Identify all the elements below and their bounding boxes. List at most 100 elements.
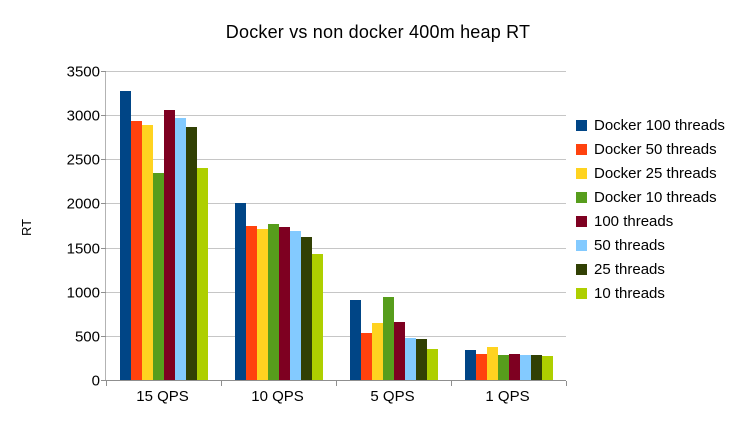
gridline	[106, 247, 566, 249]
y-tick-mark	[101, 71, 106, 72]
bar-series-2	[486, 347, 498, 381]
legend-color-swatch	[576, 144, 587, 155]
legend-label: Docker 50 threads	[594, 141, 717, 158]
bar-series-5	[289, 230, 301, 381]
legend-color-swatch	[576, 264, 587, 275]
legend-color-swatch	[576, 240, 587, 251]
bar-series-4	[508, 353, 520, 381]
bar-series-6	[185, 126, 197, 381]
legend-item-5: 50 threads	[576, 237, 725, 254]
bar-series-2	[256, 229, 268, 381]
legend-label: 100 threads	[594, 213, 674, 230]
y-tick-label: 2500	[66, 151, 100, 169]
legend-label: Docker 25 threads	[594, 165, 717, 182]
legend-color-swatch	[576, 192, 587, 203]
y-tick-mark	[101, 335, 106, 337]
legend-item-3: Docker 10 threads	[576, 189, 725, 206]
bar-series-7	[311, 253, 323, 381]
legend-label: 10 threads	[594, 285, 665, 302]
bar-series-0	[349, 299, 361, 381]
gridline	[106, 291, 566, 293]
y-tick-mark	[101, 380, 106, 381]
bar-series-5	[404, 337, 416, 381]
legend-item-1: Docker 50 threads	[576, 141, 725, 158]
bar-series-1	[245, 225, 257, 381]
bar-series-4	[393, 321, 405, 381]
bar-series-5	[174, 117, 186, 381]
bar-series-5	[519, 355, 531, 381]
legend-item-7: 10 threads	[576, 285, 725, 302]
bar-series-1	[475, 354, 487, 381]
legend-item-2: Docker 25 threads	[576, 165, 725, 182]
x-tick-label: 5 QPS	[370, 388, 415, 405]
bar-series-6	[300, 237, 312, 381]
x-tick-mark	[566, 381, 567, 386]
plot-area	[101, 71, 567, 386]
bar-series-2	[371, 322, 383, 381]
legend-item-4: 100 threads	[576, 213, 725, 230]
y-tick-label: 500	[74, 328, 100, 346]
bar-series-3	[152, 172, 164, 381]
x-tick-label: 1 QPS	[485, 388, 530, 405]
x-tick-label: 15 QPS	[136, 388, 189, 405]
x-axis-line	[106, 380, 566, 381]
y-tick-mark	[101, 247, 106, 249]
y-tick-label: 2000	[66, 195, 100, 213]
y-tick-mark	[101, 203, 106, 205]
gridline	[106, 71, 566, 72]
y-tick-label: 0	[91, 372, 100, 390]
legend-color-swatch	[576, 120, 587, 131]
y-tick-label: 1500	[66, 240, 100, 258]
bar-series-4	[278, 226, 290, 381]
bar-group-5-qps	[336, 72, 451, 381]
bar-series-7	[426, 348, 438, 381]
bar-groups	[106, 72, 566, 381]
bar-series-7	[196, 168, 208, 381]
bar-series-4	[163, 109, 175, 381]
bar-series-3	[382, 297, 394, 381]
bar-series-0	[119, 91, 131, 381]
legend-label: 25 threads	[594, 261, 665, 278]
bar-series-6	[530, 354, 542, 381]
legend-item-6: 25 threads	[576, 261, 725, 278]
bar-series-3	[267, 223, 279, 381]
legend: Docker 100 threads Docker 50 threads Docke…	[576, 117, 725, 310]
y-tick-mark	[101, 159, 106, 161]
legend-label: Docker 10 threads	[594, 189, 717, 206]
bar-series-7	[541, 356, 553, 381]
legend-item-0: Docker 100 threads	[576, 117, 725, 134]
bar-series-1	[130, 121, 142, 381]
bar-group-15-qps	[106, 72, 221, 381]
legend-color-swatch	[576, 168, 587, 179]
bar-series-3	[497, 354, 509, 381]
bar-series-0	[234, 202, 246, 381]
x-tick-mark	[451, 381, 452, 386]
y-axis-labels: 0 500 1000 1500 2000 2500 3000 3500	[40, 64, 100, 390]
bar-series-2	[141, 124, 153, 381]
y-tick-label: 3500	[66, 63, 100, 81]
gridline	[106, 203, 566, 205]
y-axis-title: RT	[19, 218, 35, 237]
y-tick-label: 1000	[66, 284, 100, 302]
x-axis-labels: 15 QPS 10 QPS 5 QPS 1 QPS	[105, 388, 565, 405]
gridline	[106, 335, 566, 337]
bar-series-6	[415, 338, 427, 381]
bar-series-1	[360, 332, 372, 381]
chart-title: Docker vs non docker 400m heap RT	[225, 22, 531, 42]
x-tick-label: 10 QPS	[251, 388, 304, 405]
x-tick-mark	[336, 381, 337, 386]
legend-label: Docker 100 threads	[594, 117, 725, 134]
x-tick-mark	[106, 381, 107, 386]
x-tick-mark	[221, 381, 222, 386]
bar-series-0	[464, 349, 476, 381]
y-tick-mark	[101, 291, 106, 293]
legend-label: 50 threads	[594, 237, 665, 254]
bar-group-1-qps	[451, 72, 566, 381]
y-tick-mark	[101, 115, 106, 117]
gridline	[106, 159, 566, 161]
bar-group-10-qps	[221, 72, 336, 381]
legend-color-swatch	[576, 288, 587, 299]
gridline	[106, 115, 566, 117]
y-tick-label: 3000	[66, 107, 100, 125]
